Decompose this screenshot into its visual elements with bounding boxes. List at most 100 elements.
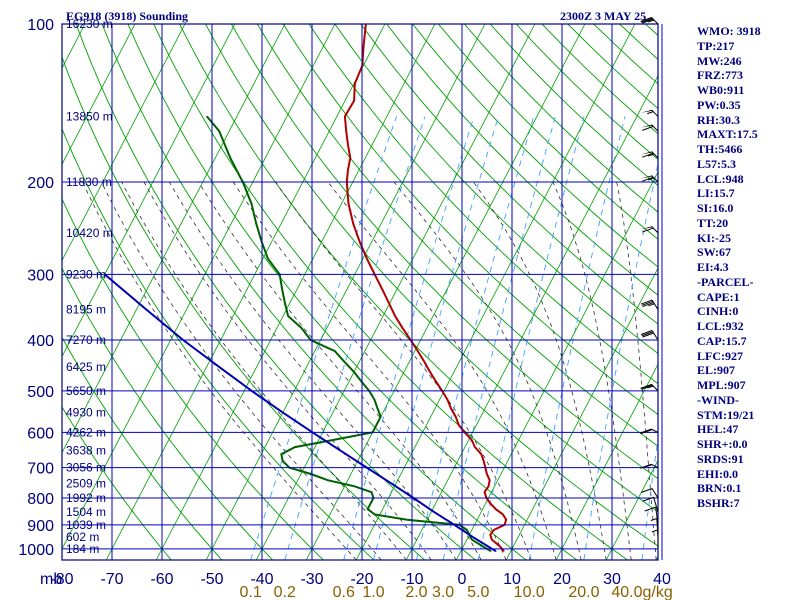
temperature-point	[489, 479, 491, 481]
wind-barb-flag	[642, 152, 654, 158]
dewpoint-point	[466, 529, 468, 531]
wind-barb-flag	[642, 18, 654, 24]
param-item: -WIND-	[697, 392, 739, 407]
temperature-point	[505, 519, 507, 521]
dewpoint-point	[250, 203, 253, 205]
dry-adiabat-line	[334, 24, 658, 355]
wind-barb-flag	[641, 17, 653, 23]
wind-barb-flag	[640, 299, 653, 305]
param-item: BSHR:7	[697, 496, 740, 510]
wind-barb-pennant	[640, 151, 653, 155]
mixing-ratio-label: 0.2	[274, 584, 296, 600]
temperature-tick-label: 40	[653, 571, 671, 588]
wind-barb-flag	[641, 384, 653, 390]
wind-barb-pennant	[640, 226, 653, 230]
wind-barb-staff	[651, 226, 659, 234]
mixing-ratio-line	[528, 116, 626, 560]
wind-barb-flag	[644, 506, 656, 512]
temperature-point	[347, 144, 349, 146]
temperature-point	[493, 529, 495, 531]
pressure-tick-label: 200	[27, 175, 54, 192]
wind-barb-flag	[640, 383, 652, 389]
wind-barb-flag	[642, 227, 654, 233]
temperature-tick-label: -10	[400, 571, 423, 588]
temperature-point	[471, 439, 473, 441]
param-item: MW:246	[697, 53, 742, 68]
wind-barb-staff	[651, 124, 659, 132]
dewpoint-point	[327, 479, 329, 481]
height-label: 13850 m	[66, 109, 113, 123]
param-item: SW:67	[697, 245, 732, 260]
parcel-point	[472, 536, 474, 538]
wind-barb-half-flag	[648, 303, 655, 307]
dry-adiabat-line	[205, 24, 658, 513]
dry-adiabat-line	[62, 197, 324, 560]
plot-frame	[61, 23, 659, 561]
isotherm-line	[62, 24, 286, 454]
dewpoint-point	[353, 485, 356, 487]
dry-adiabat-line	[62, 267, 273, 560]
mixing-ratio-label: 5.0	[467, 584, 489, 600]
dewpoint-profile-line	[206, 115, 492, 552]
dry-adiabat-line	[101, 24, 527, 560]
height-label: 11830 m	[66, 175, 112, 189]
temperature-point	[446, 399, 449, 401]
param-item: CAPE:1	[697, 289, 740, 304]
wind-barb-staff	[651, 17, 659, 25]
wind-barb-flag	[640, 17, 652, 22]
dewpoint-point	[281, 288, 283, 290]
wind-barb-staff	[651, 299, 659, 310]
wind-barb-half-flag	[647, 111, 654, 115]
moist-adiabat-line	[616, 181, 657, 560]
temperature-point	[455, 416, 457, 418]
moist-adiabat-line	[552, 181, 632, 560]
temperature-point	[489, 503, 492, 505]
temperature-point	[483, 491, 486, 493]
param-item: KI:-25	[697, 230, 731, 245]
param-item: FRZ:773	[697, 68, 743, 83]
parcel-point	[145, 308, 148, 311]
temperature-tick-label: -20	[350, 571, 373, 588]
dewpoint-point	[282, 460, 284, 462]
dry-adiabat-line	[360, 24, 658, 325]
dewpoint-point	[376, 407, 379, 410]
dewpoint-point	[367, 508, 369, 510]
wind-barb-half-flag	[647, 19, 655, 23]
temperature-point	[502, 513, 504, 516]
dry-adiabat-line	[308, 24, 658, 385]
param-item: TH:5466	[697, 142, 743, 156]
pressure-unit-label: mb	[40, 571, 62, 588]
wind-barb-flag	[641, 300, 654, 306]
wind-barb-half-flag	[650, 518, 657, 521]
dewpoint-point	[373, 399, 376, 401]
height-label: 2509 m	[66, 476, 106, 490]
param-item: L57:5.3	[697, 156, 736, 171]
param-item: WB0:911	[697, 83, 745, 97]
height-label: 1039 m	[66, 518, 106, 532]
pressure-tick-label: 1000	[18, 542, 54, 559]
temperature-tick-label: -80	[50, 571, 73, 588]
pressure-tick-label: 500	[27, 384, 54, 401]
wind-barb-flag	[640, 463, 652, 469]
wind-barb-staff	[653, 497, 659, 512]
dewpoint-point	[406, 519, 408, 521]
isotherm-line	[405, 74, 658, 560]
height-label: 9230 m	[66, 267, 106, 281]
height-label: 4930 m	[66, 406, 106, 420]
param-item: SI:16.0	[697, 201, 734, 215]
wind-barb-flag	[642, 332, 654, 338]
wind-barb-half-flag	[647, 385, 654, 389]
dry-adiabat-line	[282, 24, 658, 416]
wind-barb-half-flag	[645, 464, 653, 468]
temperature-point	[499, 545, 501, 548]
temperature-point	[495, 508, 497, 510]
dry-adiabat-line	[62, 406, 172, 560]
param-item: HEL:47	[697, 422, 739, 437]
isotherm-line	[505, 267, 658, 560]
temperature-point	[489, 534, 491, 536]
temperature-point	[487, 485, 490, 487]
dry-adiabat-line	[386, 24, 658, 296]
height-label: 4262 m	[66, 425, 106, 439]
temperature-point	[366, 258, 368, 260]
moist-adiabat-line	[121, 181, 407, 560]
